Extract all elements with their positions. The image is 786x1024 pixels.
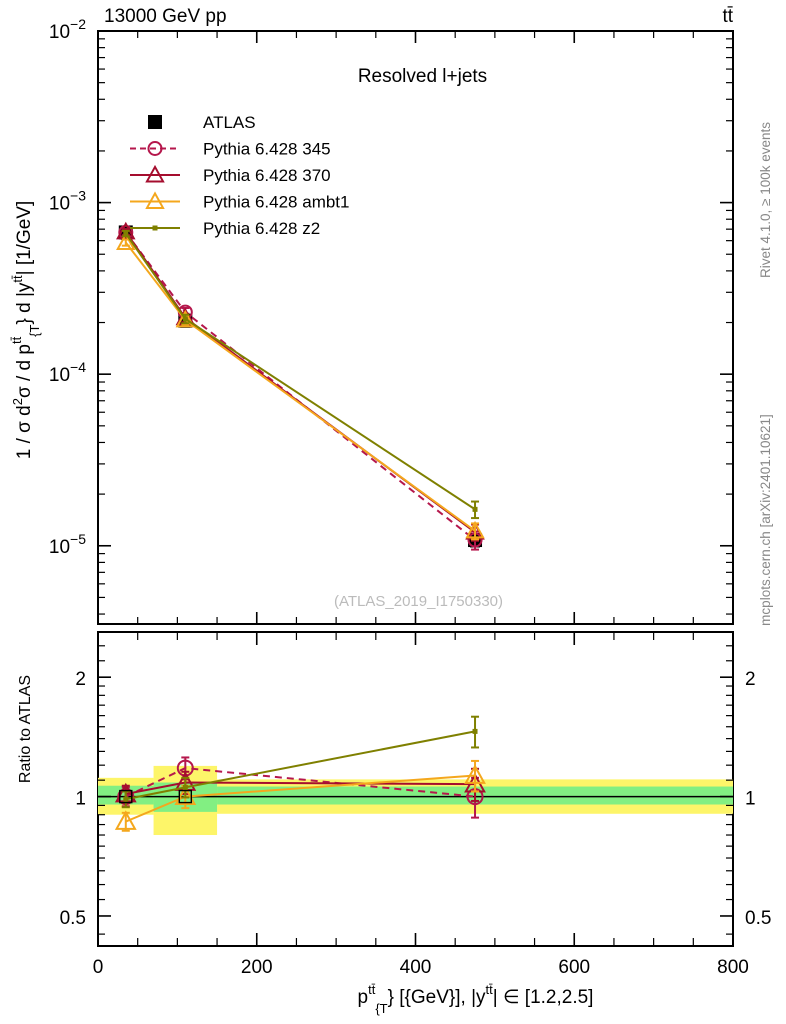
legend-item[interactable]: Pythia 6.428 ambt1 [130, 191, 349, 212]
analysis-watermark: (ATLAS_2019_I1750330) [334, 593, 503, 610]
series-pythia-6-428-345 [118, 224, 483, 551]
legend-item[interactable]: ATLAS [148, 113, 256, 132]
series-atlas [118, 225, 483, 548]
ratio-series-pythia-6-428-z2 [121, 715, 480, 809]
x-tick-label: 200 [241, 957, 273, 978]
series-pythia-6-428-370 [116, 221, 485, 542]
main-x-ticks [97, 31, 734, 624]
ratio-x-axis: 0 200 400 600 800 [93, 632, 749, 978]
ratio-y-tick-label: 0.5 [60, 908, 86, 929]
main-y-axis-label: 1 / σ d2σ / d ptt̄{T} d |ytt̄| [1/GeV] [9, 201, 42, 460]
data-marker [175, 309, 196, 328]
main-y-axis: 10−2 10−3 10−4 10−5 [49, 16, 733, 615]
legend-item[interactable]: Pythia 6.428 345 [130, 140, 331, 159]
main-panel-frame [97, 30, 734, 625]
data-marker [472, 506, 478, 512]
x-tick-label: 600 [558, 957, 590, 978]
ratio-reference-markers [119, 789, 193, 804]
data-marker [182, 316, 188, 322]
header: 13000 GeV pp tt̄ [104, 6, 734, 27]
legend-label: Pythia 6.428 345 [203, 140, 331, 159]
ratio-y-tick-label: 2 [75, 669, 86, 690]
x-tick-label: 0 [93, 957, 104, 978]
data-marker [152, 225, 158, 231]
data-marker [174, 785, 197, 805]
reference-marker [178, 789, 193, 804]
reference-marker [119, 789, 133, 804]
data-marker [145, 164, 165, 183]
main-y-tick-label: 10−5 [49, 531, 86, 558]
data-marker [148, 115, 162, 129]
data-marker [116, 232, 136, 250]
data-marker [147, 141, 163, 156]
series-pythia-6-428-ambt1 [116, 232, 485, 541]
ratio-y-axis: 0.5 0.5 1 1 2 2 [60, 645, 771, 935]
mcplots-source-label: mcplots.cern.ch [arXiv:2401.10621] [758, 414, 773, 626]
legend-item[interactable]: Pythia 6.428 370 [130, 164, 331, 185]
main-y-tick-label: 10−2 [49, 16, 86, 43]
data-marker [123, 231, 129, 237]
ratio-y-tick-label-right: 2 [745, 669, 756, 690]
data-marker [114, 810, 137, 830]
rivet-version-label: Rivet 4.1.0, ≥ 100k events [758, 122, 773, 278]
main-panel-title: Resolved l+jets [358, 66, 487, 87]
ratio-y-axis-label: Ratio to ATLAS [17, 675, 34, 783]
main-y-tick-label: 10−4 [49, 359, 86, 386]
series-line [124, 241, 476, 532]
ratio-y-tick-label: 1 [75, 789, 86, 810]
data-marker [145, 191, 165, 209]
legend-label: Pythia 6.428 z2 [203, 219, 320, 238]
ratio-y-tick-label-right: 1 [745, 789, 756, 810]
legend-item[interactable]: Pythia 6.428 z2 [130, 219, 320, 238]
legend-label: Pythia 6.428 370 [203, 166, 331, 185]
legend-label: ATLAS [203, 113, 256, 132]
data-marker [465, 520, 485, 539]
data-marker [182, 784, 188, 790]
ratio-y-tick-label-right: 0.5 [745, 908, 771, 929]
x-axis-label: ptt̄{T} [{GeV}], |ytt̄| ∈ [1.2,2.5] [358, 982, 594, 1016]
data-marker [464, 764, 486, 784]
beam-energy-label: 13000 GeV pp [104, 6, 227, 27]
process-label: tt̄ [722, 6, 733, 27]
series-pythia-6-428-z2 [121, 229, 480, 520]
main-panel-series [116, 221, 485, 551]
series-line [124, 231, 476, 533]
legend: ATLAS Pythia 6.428 345 Pythia 6.428 370 Pyt… [130, 113, 349, 238]
data-marker [116, 221, 136, 240]
legend-label: Pythia 6.428 ambt1 [203, 193, 349, 212]
data-marker [472, 728, 478, 734]
ratio-panel-series [114, 715, 486, 832]
data-marker [123, 796, 129, 802]
x-tick-label: 800 [717, 957, 749, 978]
x-tick-label: 400 [400, 957, 432, 978]
main-y-tick-label: 10−3 [49, 188, 86, 215]
series-line [124, 232, 476, 511]
